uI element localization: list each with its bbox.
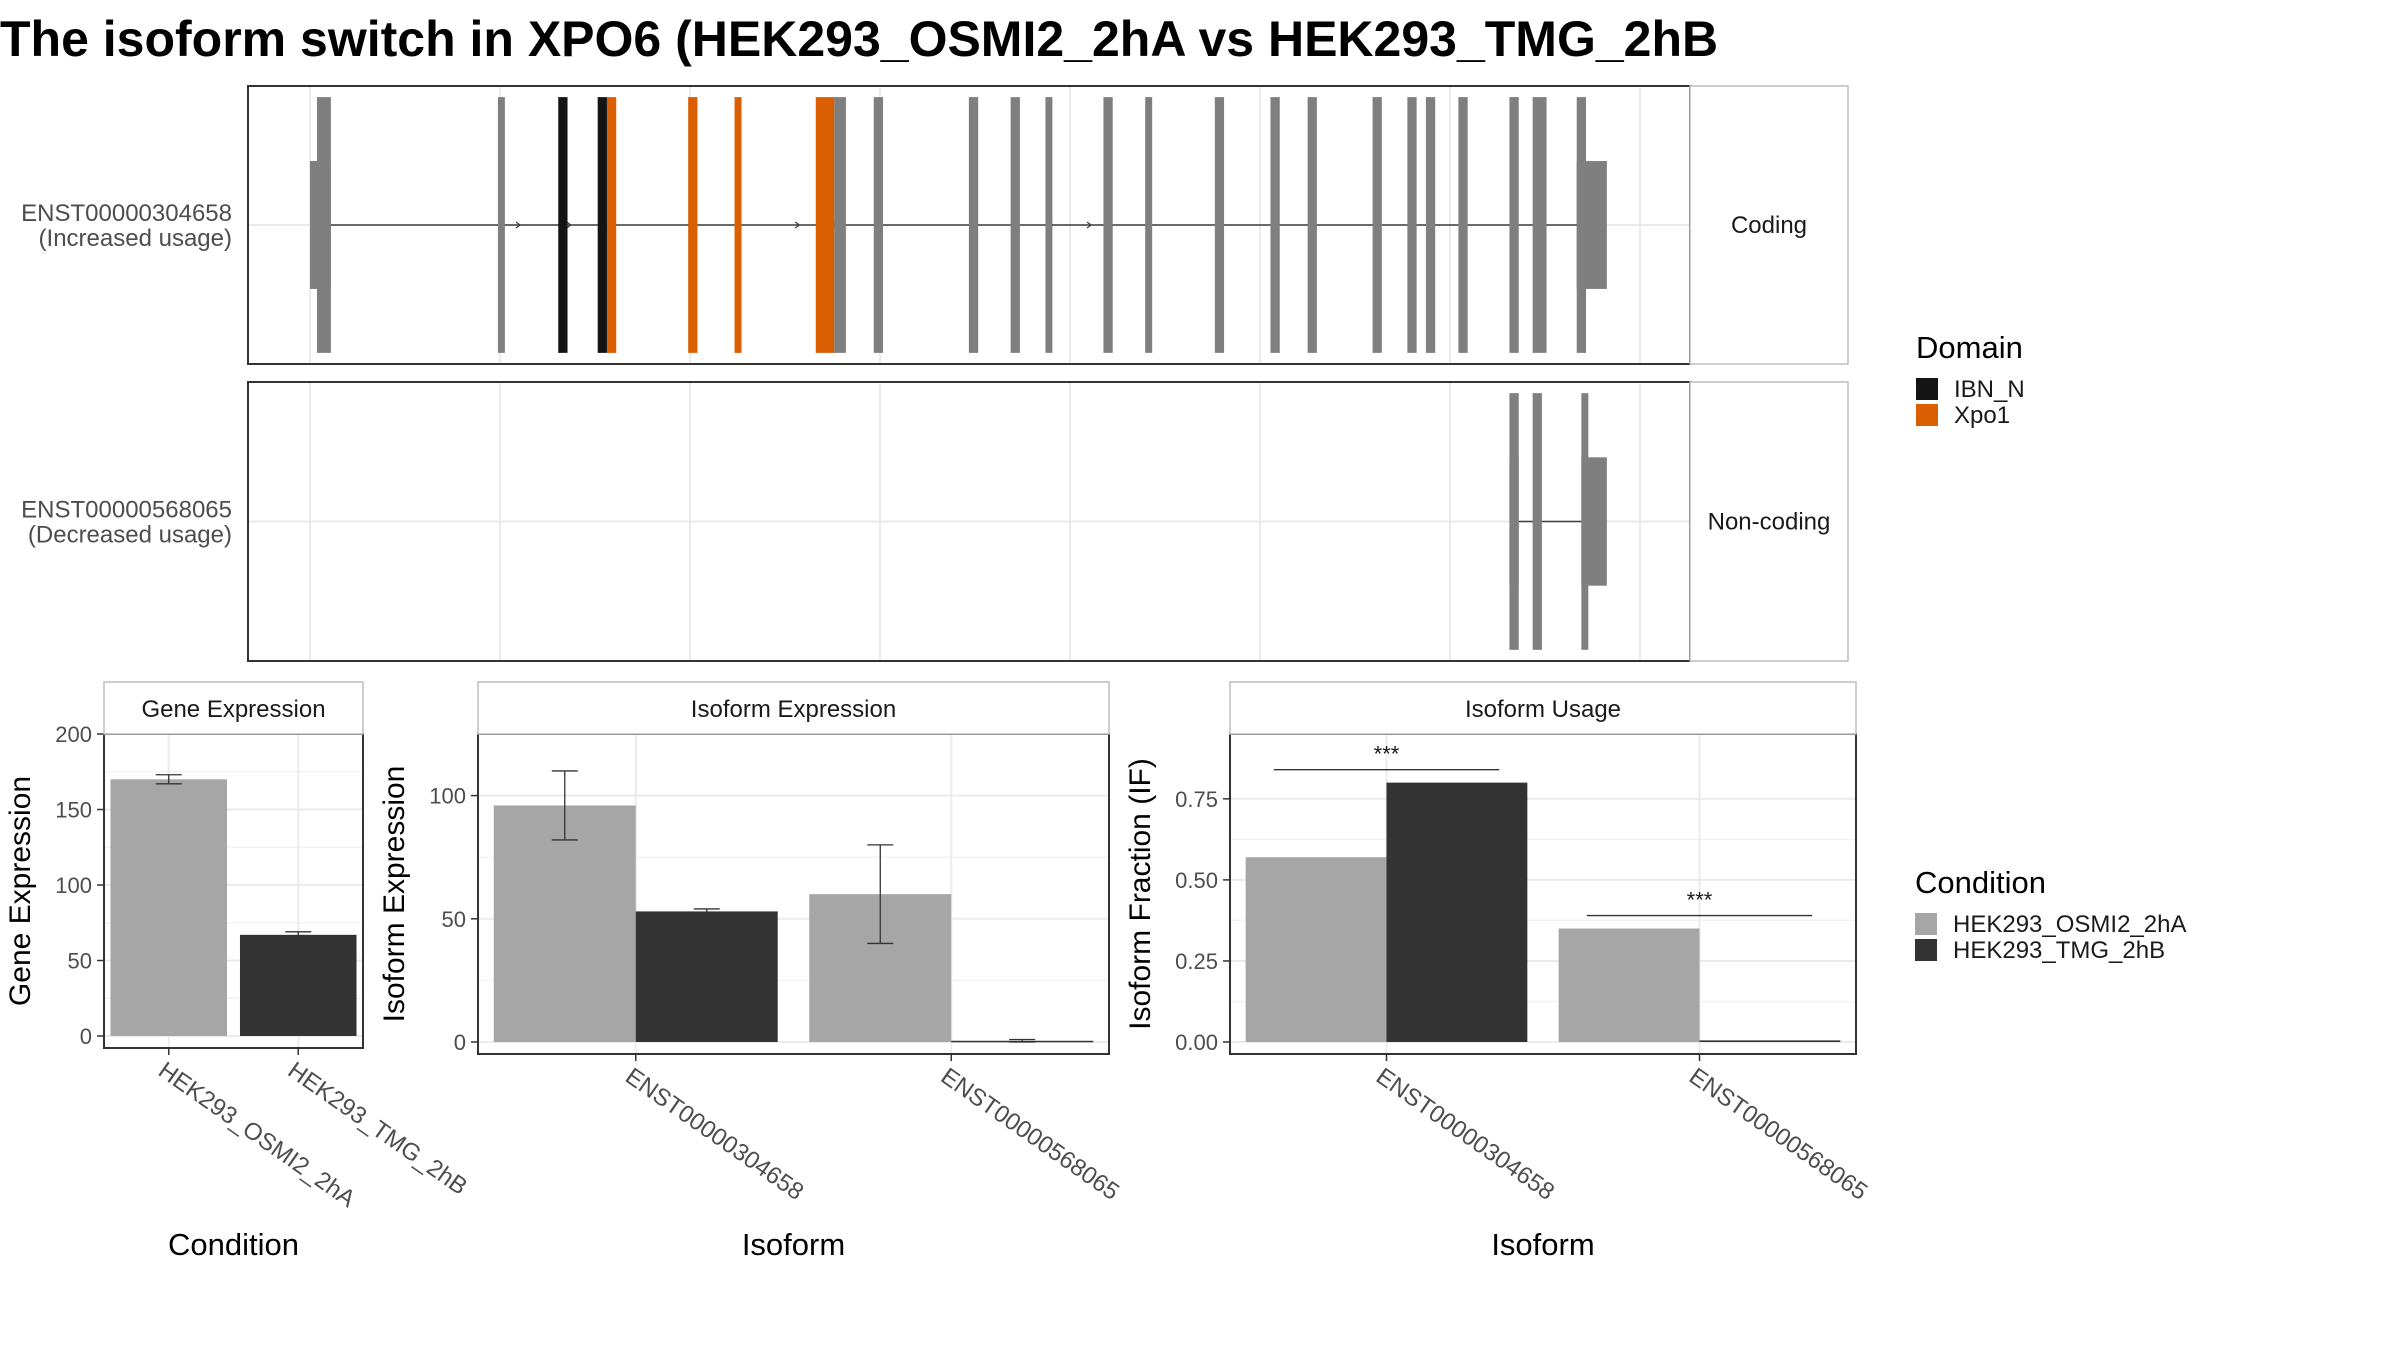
x-tick-label: ENST00000568065: [936, 1063, 1124, 1206]
utr-region: [310, 161, 331, 289]
facet-strip: [477, 681, 1110, 735]
utr-region: [1581, 457, 1607, 586]
y-tick-label: 0.50: [1175, 868, 1218, 893]
exon: [815, 97, 835, 353]
legend-key: [1916, 404, 1938, 426]
exon: [1532, 393, 1542, 650]
utr-region: [1576, 161, 1607, 289]
transcript-usage-label: (Decreased usage): [28, 522, 232, 549]
exon: [1145, 97, 1153, 353]
strand-arrow: [515, 221, 522, 229]
legend-label: IBN_N: [1954, 376, 2025, 403]
y-tick-label: 50: [442, 907, 466, 932]
bar: [635, 911, 778, 1042]
exon: [558, 97, 568, 353]
y-tick-label: 0.00: [1175, 1030, 1218, 1055]
y-tick-label: 0: [454, 1030, 466, 1055]
facet-strip: [103, 681, 364, 735]
x-axis-label: Condition: [168, 1227, 299, 1262]
transcript-id-label: ENST00000568065: [21, 497, 232, 524]
y-tick-label: 200: [55, 722, 92, 747]
significance-label: ***: [1374, 742, 1400, 767]
transcript-id-label: ENST00000304658: [21, 200, 232, 227]
utr-region: [1509, 457, 1519, 586]
y-axis-label: Isoform Expression: [378, 766, 411, 1023]
y-tick-label: 100: [429, 784, 466, 809]
strand-arrow: [794, 221, 801, 229]
strand-arrow: [1086, 221, 1093, 229]
legend-key: [1915, 913, 1937, 935]
exon: [1214, 97, 1225, 353]
exon: [597, 97, 607, 353]
facet-strip-label: Coding: [1731, 212, 1807, 239]
bar: [1386, 782, 1528, 1042]
exon: [1509, 97, 1519, 353]
x-axis-label: Isoform: [1491, 1227, 1594, 1262]
bar-panel-2: 0.00 0.25 0.50 0.75 ENST00000304658 ENST00000…: [1124, 681, 1872, 1262]
y-axis-label: Gene Expression: [4, 776, 37, 1006]
exon: [1045, 97, 1053, 353]
y-tick-label: 100: [55, 873, 92, 898]
bar: [1245, 857, 1387, 1042]
legend-label: Xpo1: [1954, 402, 2010, 429]
legend-title: Domain: [1916, 330, 2023, 365]
facet-strip: [1689, 85, 1849, 365]
x-tick-label: ENST00000304658: [620, 1063, 808, 1206]
transcript-structure-panel: Coding ENST00000304658(Increased usage) No…: [21, 85, 1849, 662]
transcript-panel-ENST00000304658: Coding ENST00000304658(Increased usage): [21, 85, 1849, 365]
exon: [688, 97, 698, 353]
exon: [606, 97, 617, 353]
y-tick-label: 0.25: [1175, 949, 1218, 974]
y-tick-label: 50: [68, 949, 92, 974]
exon: [1532, 97, 1547, 353]
significance-label: ***: [1687, 888, 1713, 913]
exon: [1307, 97, 1317, 353]
y-tick-label: 150: [55, 798, 92, 823]
bar: [1699, 1040, 1841, 1042]
exon: [1425, 97, 1436, 353]
legend-label: HEK293_OSMI2_2hA: [1953, 911, 2186, 938]
panel-title: Isoform Usage: [1465, 696, 1621, 723]
exon: [497, 97, 505, 353]
exon: [1270, 97, 1280, 353]
facet-strip-label: Non-coding: [1708, 509, 1831, 536]
bar: [239, 934, 357, 1036]
exon: [734, 97, 742, 353]
strand-arrow: [566, 221, 572, 229]
figure-title: The isoform switch in XPO6 (HEK293_OSMI2…: [0, 11, 1718, 67]
legend-key: [1915, 939, 1937, 961]
exon: [1372, 97, 1382, 353]
facet-strip: [1689, 381, 1849, 662]
transcript-usage-label: (Increased usage): [39, 225, 232, 252]
y-tick-label: 0: [80, 1024, 92, 1049]
legend-label: HEK293_TMG_2hB: [1953, 937, 2165, 964]
expression-bar-panels: 050100150200HEK293_OSMI2_2hAHEK293_TMG_2…: [4, 681, 1872, 1262]
bar: [110, 779, 228, 1036]
bar-panel-1: 0 50 100 ENST00000304658 ENST00000568065 Isof…: [378, 681, 1124, 1262]
y-tick-label: 0.75: [1175, 787, 1218, 812]
bar: [493, 805, 636, 1042]
transcript-panel-ENST00000568065: Non-coding ENST00000568065(Decreased usag…: [21, 381, 1849, 662]
exon: [968, 97, 979, 353]
x-tick-label: ENST00000304658: [1371, 1063, 1559, 1206]
legend-title: Condition: [1915, 865, 2046, 900]
exon: [1103, 97, 1113, 353]
x-tick-label: ENST00000568065: [1684, 1063, 1872, 1206]
bar: [1558, 928, 1700, 1042]
exon: [834, 97, 846, 353]
exon: [873, 97, 884, 353]
exon: [1010, 97, 1020, 353]
facet-strip: [1229, 681, 1857, 735]
y-axis-label: Isoform Fraction (IF): [1124, 758, 1157, 1030]
x-axis-label: Isoform: [742, 1227, 845, 1262]
exon: [1407, 97, 1417, 353]
panel-title: Gene Expression: [141, 696, 325, 723]
exon: [1458, 97, 1468, 353]
legend-key: [1916, 378, 1938, 400]
panel-title: Isoform Expression: [691, 696, 896, 723]
